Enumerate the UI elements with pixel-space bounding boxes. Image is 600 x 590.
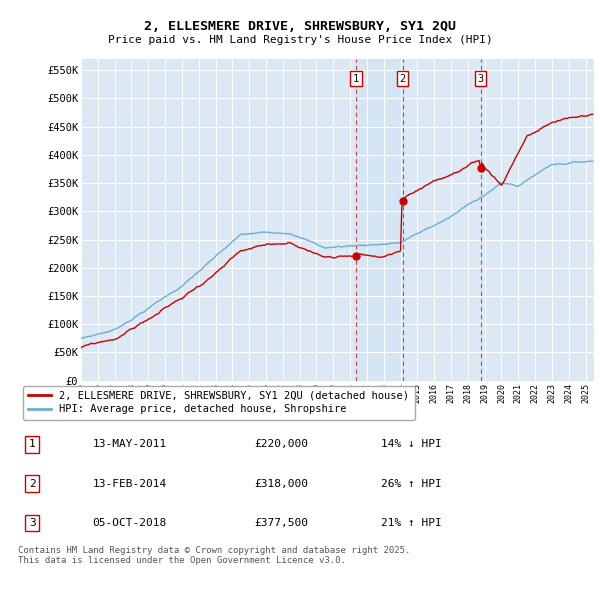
Text: £220,000: £220,000	[254, 440, 308, 450]
Text: Price paid vs. HM Land Registry's House Price Index (HPI): Price paid vs. HM Land Registry's House …	[107, 35, 493, 45]
Text: 14% ↓ HPI: 14% ↓ HPI	[380, 440, 442, 450]
Text: 13-FEB-2014: 13-FEB-2014	[92, 479, 167, 489]
Text: £318,000: £318,000	[254, 479, 308, 489]
Text: 3: 3	[478, 74, 484, 84]
Text: 05-OCT-2018: 05-OCT-2018	[92, 518, 167, 528]
Text: 3: 3	[29, 518, 35, 528]
Legend: 2, ELLESMERE DRIVE, SHREWSBURY, SY1 2QU (detached house), HPI: Average price, de: 2, ELLESMERE DRIVE, SHREWSBURY, SY1 2QU …	[23, 386, 415, 419]
Text: 2: 2	[400, 74, 406, 84]
Text: 1: 1	[29, 440, 35, 450]
Text: 2: 2	[29, 479, 35, 489]
Text: 13-MAY-2011: 13-MAY-2011	[92, 440, 167, 450]
Text: 21% ↑ HPI: 21% ↑ HPI	[380, 518, 442, 528]
Text: £377,500: £377,500	[254, 518, 308, 528]
Text: 1: 1	[353, 74, 359, 84]
Text: Contains HM Land Registry data © Crown copyright and database right 2025.
This d: Contains HM Land Registry data © Crown c…	[18, 546, 410, 565]
Text: 26% ↑ HPI: 26% ↑ HPI	[380, 479, 442, 489]
Bar	[356, 59, 403, 381]
Text: 2, ELLESMERE DRIVE, SHREWSBURY, SY1 2QU: 2, ELLESMERE DRIVE, SHREWSBURY, SY1 2QU	[144, 20, 456, 33]
